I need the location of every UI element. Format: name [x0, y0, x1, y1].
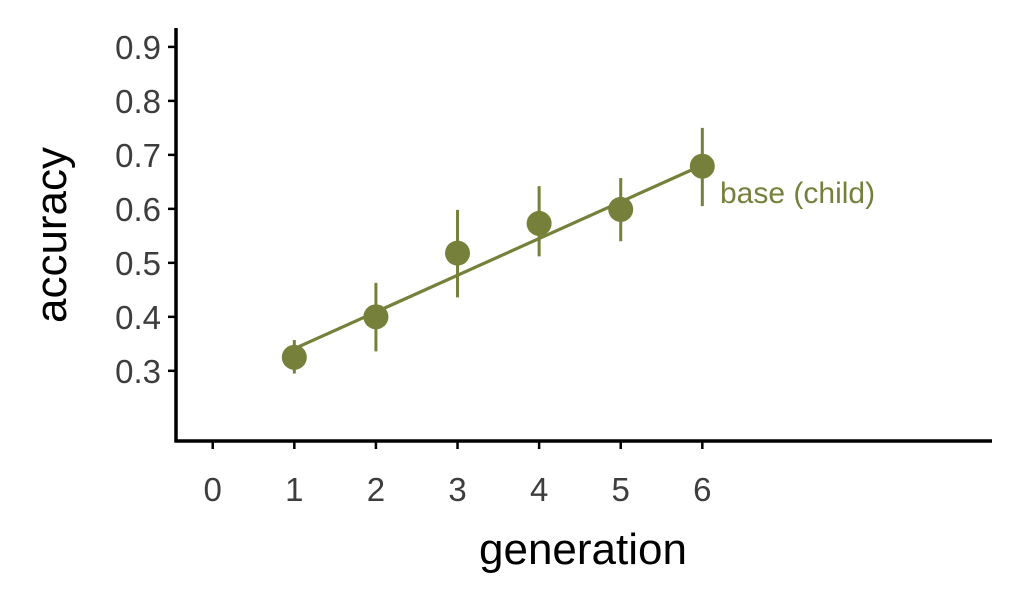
x-tick-label: 5 — [612, 471, 630, 508]
y-tick-label: 0.4 — [115, 299, 161, 336]
axes — [168, 28, 992, 449]
y-tick-label: 0.7 — [115, 137, 161, 174]
data-point — [689, 153, 715, 179]
x-axis-title: generation — [479, 525, 687, 574]
x-tick-label: 3 — [448, 471, 466, 508]
y-tick-label: 0.6 — [115, 191, 161, 228]
x-tick-label: 1 — [285, 471, 303, 508]
x-tick-label: 4 — [530, 471, 548, 508]
y-tick-label: 0.5 — [115, 245, 161, 282]
x-tick-label: 6 — [693, 471, 711, 508]
data-point — [445, 240, 471, 266]
y-tick-label: 0.3 — [115, 353, 161, 390]
y-axis-title: accuracy — [27, 147, 76, 323]
fit-line — [293, 163, 703, 351]
series-label: base (child) — [720, 177, 875, 210]
data-point — [281, 344, 307, 370]
plot-marks — [281, 127, 715, 374]
y-tick-label: 0.8 — [115, 83, 161, 120]
data-point — [608, 196, 634, 222]
data-point — [363, 304, 389, 330]
y-tick-label: 0.9 — [115, 29, 161, 66]
tick-labels: 0.3 0.4 0.5 0.6 0.7 0.8 0.9 0 1 2 3 4 5 6 — [115, 29, 711, 508]
x-tick-label: 2 — [367, 471, 385, 508]
x-tick-label: 0 — [204, 471, 222, 508]
data-point — [526, 210, 552, 236]
